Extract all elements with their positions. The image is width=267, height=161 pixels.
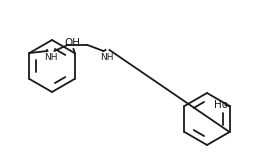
Text: NH: NH [44, 53, 57, 62]
Text: OH: OH [65, 38, 81, 48]
Text: NH: NH [100, 53, 113, 62]
Text: Ho: Ho [214, 100, 229, 110]
